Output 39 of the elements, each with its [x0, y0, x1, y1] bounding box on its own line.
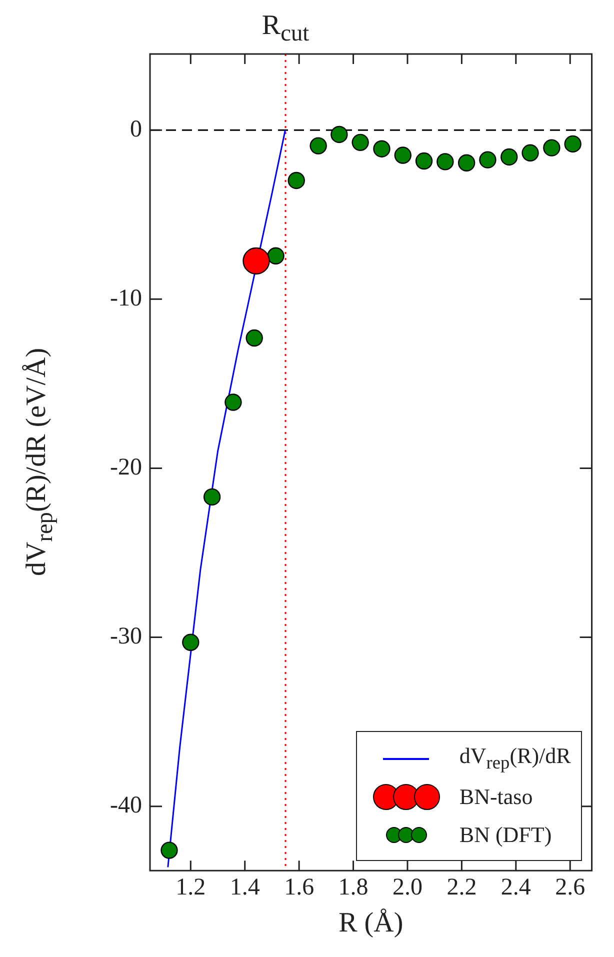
x-tick-label: 1.8	[338, 874, 368, 900]
y-tick-label: -10	[110, 285, 142, 312]
legend-label: dV$_{rep}$(R)/dR	[459, 743, 571, 774]
y-tick-label: 0	[130, 116, 142, 142]
point	[267, 247, 284, 264]
legend-label: BN (DFT)	[459, 822, 552, 848]
point	[479, 151, 496, 168]
point	[564, 135, 582, 153]
point	[310, 137, 327, 154]
point	[373, 140, 390, 158]
point	[522, 144, 539, 162]
point	[224, 394, 242, 411]
point	[203, 488, 221, 506]
point	[242, 247, 270, 275]
point	[500, 148, 518, 166]
x-tick-label: 2.6	[555, 874, 586, 900]
x-tick-label: 1.4	[230, 874, 260, 900]
ref-line-label: R$_{cut}$	[262, 10, 310, 48]
point	[246, 329, 263, 347]
x-tick-label: 1.6	[284, 874, 314, 900]
point	[394, 146, 412, 164]
legend-label: BN-taso	[459, 784, 533, 810]
y-tick-label: -30	[110, 624, 142, 650]
point	[330, 126, 348, 144]
point	[458, 154, 476, 172]
x-tick-label: 2.0	[392, 874, 422, 900]
point	[436, 153, 454, 170]
x-tick-label: 1.2	[176, 874, 206, 900]
y-tick-label: -40	[110, 792, 142, 819]
x-tick-label: 2.2	[446, 874, 477, 900]
point	[543, 139, 560, 156]
point	[160, 842, 178, 859]
point	[182, 634, 200, 651]
x-axis-title: R (Å)	[338, 908, 404, 939]
y-tick-label: -20	[110, 454, 142, 481]
point	[415, 152, 433, 170]
point	[352, 134, 369, 152]
x-tick-label: 2.4	[500, 874, 531, 900]
point	[288, 172, 305, 190]
